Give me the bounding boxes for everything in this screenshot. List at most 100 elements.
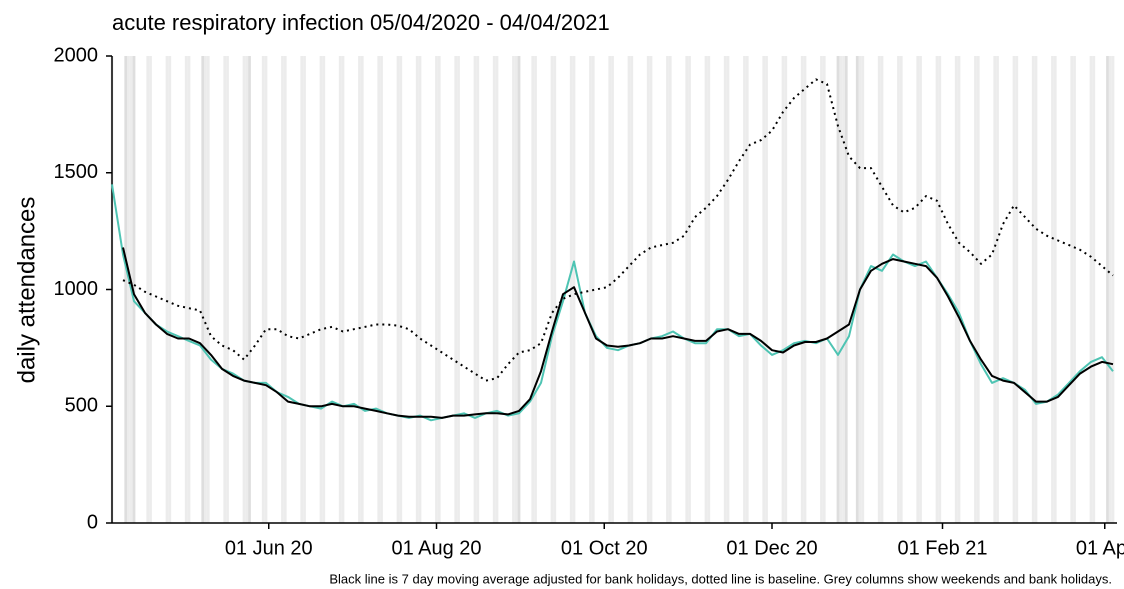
weekend-column	[204, 56, 207, 523]
weekend-column	[765, 56, 768, 523]
weekend-column	[168, 56, 172, 523]
weekend-column	[226, 56, 229, 523]
weekend-column	[1089, 56, 1093, 523]
weekend-column	[476, 56, 480, 523]
series-line	[122, 78, 1114, 382]
weekend-column	[976, 56, 980, 523]
bank-holiday-column	[124, 56, 128, 523]
weekend-column	[1111, 56, 1115, 523]
weekend-column	[399, 56, 403, 523]
weekend-column	[492, 56, 496, 523]
y-tick-label: 1500	[54, 161, 99, 183]
weekend-column	[206, 56, 210, 523]
weekend-column	[534, 56, 537, 523]
weekend-column	[418, 56, 422, 523]
weekend-column	[668, 56, 672, 523]
weekend-column	[553, 56, 557, 523]
weekend-column	[1034, 56, 1038, 523]
weekend-column	[743, 56, 746, 523]
weekend-column	[822, 56, 826, 523]
weekend-column	[454, 56, 458, 523]
y-axis-label: daily attendances	[13, 197, 40, 384]
weekend-column	[1051, 56, 1054, 523]
weekend-column	[300, 56, 304, 523]
weekend-column	[380, 56, 383, 523]
chart-title: acute respiratory infection 05/04/2020 -…	[112, 10, 610, 35]
weekend-column	[396, 56, 400, 523]
weekend-column	[495, 56, 499, 523]
weekend-column	[303, 56, 306, 523]
y-tick-label: 500	[65, 395, 98, 417]
weekend-column	[435, 56, 438, 523]
bank-holiday-column	[836, 56, 840, 523]
weekend-column	[1070, 56, 1074, 523]
weekend-column	[861, 56, 865, 523]
weekend-column	[149, 56, 152, 523]
weekend-column	[646, 56, 650, 523]
weekend-column	[630, 56, 634, 523]
weekend-column	[839, 56, 843, 523]
weekend-column	[685, 56, 689, 523]
weekend-column	[803, 56, 807, 523]
bank-holiday-column	[132, 56, 136, 523]
weekend-column	[242, 56, 246, 523]
series-line	[122, 247, 1114, 419]
weekend-column	[723, 56, 727, 523]
weekend-column	[187, 56, 191, 523]
weekend-column	[877, 56, 881, 523]
weekend-column	[322, 56, 326, 523]
x-tick-label: 01 Jun 20	[225, 537, 313, 559]
weekend-column	[938, 56, 942, 523]
weekend-column	[245, 56, 249, 523]
weekend-column	[762, 56, 766, 523]
weekend-column	[704, 56, 708, 523]
weekend-column	[919, 56, 922, 523]
weekend-column	[688, 56, 691, 523]
weekend-column	[283, 56, 287, 523]
weekend-column	[341, 56, 345, 523]
bank-holiday-column	[844, 56, 848, 523]
weekend-column	[608, 56, 612, 523]
weekend-column	[457, 56, 460, 523]
weekend-column	[666, 56, 669, 523]
weekend-column	[707, 56, 711, 523]
weekend-column	[360, 56, 364, 523]
weekend-column	[319, 56, 323, 523]
weekend-column	[842, 56, 845, 523]
weekend-column	[627, 56, 631, 523]
weekend-column	[358, 56, 361, 523]
weekend-column	[415, 56, 419, 523]
weekend-column	[784, 56, 788, 523]
weekend-column	[1031, 56, 1035, 523]
weekend-column	[338, 56, 342, 523]
weekend-column	[1015, 56, 1019, 523]
weekend-column	[1073, 56, 1076, 523]
weekend-column	[184, 56, 188, 523]
weekend-column	[550, 56, 554, 523]
x-tick-label: 01 Feb 21	[897, 537, 987, 559]
weekend-column	[437, 56, 441, 523]
footnote: Black line is 7 day moving average adjus…	[329, 571, 1112, 586]
weekend-column	[1012, 56, 1016, 523]
weekend-column	[377, 56, 381, 523]
weekend-column	[649, 56, 653, 523]
weekend-column	[531, 56, 535, 523]
weekend-column	[1053, 56, 1057, 523]
weekend-column	[957, 56, 961, 523]
weekend-column	[473, 56, 477, 523]
bank-holiday-column	[855, 56, 859, 523]
weekend-column	[1108, 56, 1112, 523]
weekend-column	[954, 56, 958, 523]
bank-holiday-column	[248, 56, 251, 523]
weekend-column	[745, 56, 749, 523]
weekend-column	[611, 56, 614, 523]
weekend-column	[800, 56, 804, 523]
weekend-column	[146, 56, 150, 523]
weekend-column	[589, 56, 592, 523]
weekend-column	[261, 56, 265, 523]
bank-holiday-column	[1106, 56, 1109, 523]
weekend-column	[781, 56, 785, 523]
weekend-column	[993, 56, 997, 523]
